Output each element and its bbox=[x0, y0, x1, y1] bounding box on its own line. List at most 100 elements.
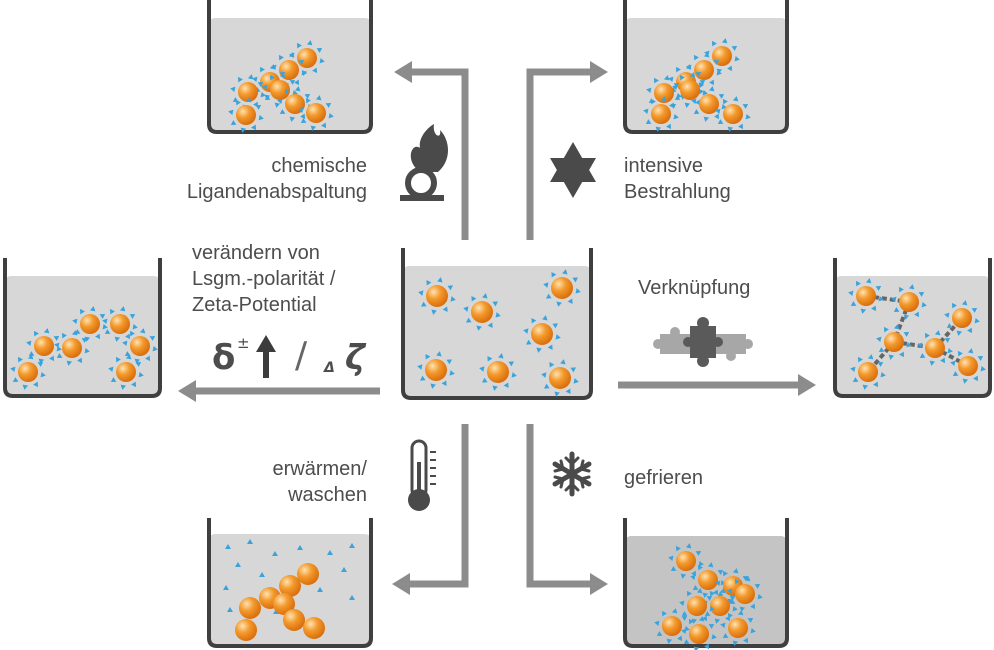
ligand bbox=[145, 355, 151, 362]
ligand bbox=[547, 344, 553, 351]
ligand bbox=[84, 347, 90, 354]
ligand bbox=[708, 86, 715, 92]
ligand bbox=[573, 378, 579, 384]
ligand bbox=[950, 360, 956, 367]
arrow-head bbox=[392, 573, 410, 595]
arrow-head bbox=[798, 374, 816, 396]
ligand bbox=[56, 353, 63, 359]
free-ligand bbox=[272, 551, 278, 556]
ligand bbox=[49, 355, 55, 362]
ligand bbox=[727, 612, 733, 619]
ligand bbox=[449, 370, 455, 376]
ligand bbox=[720, 622, 726, 629]
ligand bbox=[492, 301, 499, 307]
ligand bbox=[722, 570, 728, 577]
particle-core bbox=[283, 609, 305, 631]
ligand bbox=[734, 55, 740, 62]
ligand bbox=[934, 330, 941, 336]
ligand bbox=[37, 361, 44, 367]
ligand bbox=[739, 606, 746, 612]
ligand bbox=[693, 54, 699, 61]
ligand bbox=[693, 109, 700, 115]
ligand bbox=[655, 126, 662, 132]
nanoparticle bbox=[727, 576, 763, 612]
ligand bbox=[471, 295, 477, 302]
beaker-bottom-left bbox=[207, 518, 373, 648]
ligand bbox=[230, 86, 236, 93]
nanoparticle bbox=[917, 330, 953, 366]
ligand bbox=[727, 588, 733, 595]
ligand bbox=[711, 40, 717, 47]
ligand bbox=[125, 333, 131, 340]
ligand bbox=[274, 102, 281, 108]
ligand bbox=[109, 308, 115, 315]
nanoparticle bbox=[950, 348, 986, 384]
ligand bbox=[447, 285, 454, 291]
formula-delta: δ bbox=[212, 338, 236, 378]
ligand bbox=[691, 570, 697, 577]
ligand bbox=[865, 278, 872, 284]
ligand bbox=[698, 560, 704, 567]
particle-core bbox=[297, 48, 317, 68]
ligand bbox=[689, 72, 696, 78]
ligand bbox=[679, 600, 685, 607]
ligand bbox=[525, 339, 532, 345]
label-verknuepfung: Verknüpfung bbox=[638, 277, 751, 299]
beaker-left bbox=[3, 258, 162, 398]
ligand bbox=[673, 113, 679, 120]
ligand bbox=[742, 103, 749, 109]
nanoparticle bbox=[262, 72, 298, 108]
label-line: waschen bbox=[288, 484, 367, 506]
ligand bbox=[570, 367, 577, 373]
ligand bbox=[893, 324, 900, 330]
particle-core bbox=[238, 82, 258, 102]
arrow-line bbox=[526, 424, 590, 588]
formula-zeta: ζ bbox=[345, 338, 366, 378]
beaker-outline bbox=[833, 258, 992, 398]
ligand bbox=[731, 45, 738, 51]
ligand bbox=[294, 79, 300, 86]
ligand bbox=[120, 384, 127, 390]
ligand bbox=[95, 333, 101, 340]
particle-core bbox=[899, 292, 919, 312]
ligand bbox=[917, 342, 923, 349]
ligand bbox=[666, 638, 673, 644]
beaker-top-left bbox=[207, 0, 373, 134]
ligand bbox=[702, 89, 708, 96]
ligand bbox=[862, 384, 869, 390]
ligand bbox=[951, 302, 957, 309]
ligand bbox=[732, 96, 739, 102]
ligand bbox=[702, 592, 709, 598]
ligand bbox=[542, 315, 548, 321]
ligand bbox=[691, 618, 698, 624]
ligand bbox=[575, 288, 581, 294]
ligand bbox=[417, 364, 423, 370]
ligand bbox=[138, 371, 144, 378]
ligand bbox=[685, 543, 692, 549]
ligand bbox=[718, 93, 725, 99]
ligand bbox=[685, 64, 692, 70]
ligand bbox=[104, 329, 111, 335]
ligand bbox=[122, 340, 128, 347]
particle-core bbox=[694, 60, 714, 80]
ligand bbox=[277, 98, 283, 105]
ligand bbox=[857, 356, 863, 363]
ligand bbox=[668, 76, 674, 83]
ligand bbox=[102, 323, 108, 330]
particle-core bbox=[687, 596, 707, 616]
ligand bbox=[747, 617, 754, 623]
snowflake-icon bbox=[552, 451, 592, 497]
ligand bbox=[28, 351, 35, 357]
puzzle-icon bbox=[653, 317, 753, 367]
ligand bbox=[40, 371, 46, 378]
label-gefrieren: gefrieren bbox=[624, 467, 703, 489]
arrow-line bbox=[412, 68, 469, 240]
nanoparticle bbox=[876, 324, 912, 360]
ligand bbox=[419, 375, 426, 381]
ligand bbox=[110, 377, 117, 383]
ligand bbox=[677, 635, 683, 642]
ligand bbox=[476, 325, 482, 331]
ligand bbox=[315, 95, 322, 101]
ligand bbox=[125, 354, 132, 360]
beakers bbox=[3, 0, 992, 650]
